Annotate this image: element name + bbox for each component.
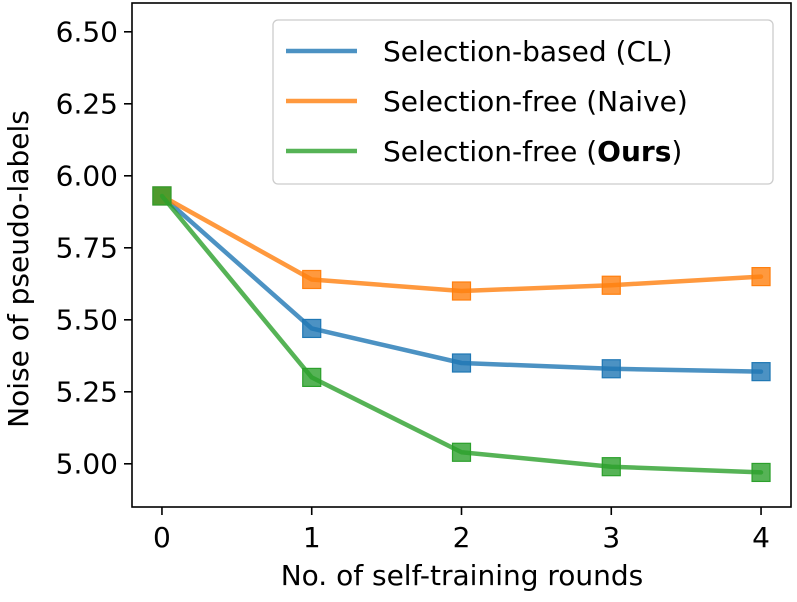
data-point [451, 442, 472, 462]
x-tick-label: 1 [303, 521, 321, 554]
data-point [601, 457, 621, 477]
y-tick-label: 6.00 [56, 159, 118, 192]
series-layer [152, 186, 771, 483]
data-point [152, 186, 172, 206]
x-axis-label: No. of self-training rounds [281, 559, 644, 592]
legend-label-text: Selection-free ( [383, 135, 597, 168]
legend: Selection-based (CL) Selection-free (Naiv… [272, 19, 774, 185]
y-axis-ticks: 5.00 5.25 5.50 5.75 6.00 6.25 6.50 [56, 15, 132, 480]
x-tick-label: 3 [602, 521, 620, 554]
legend-label-text: Selection-free (Naive) [383, 85, 688, 118]
x-tick-label: 0 [153, 521, 171, 554]
data-point [601, 359, 621, 379]
x-tick-label: 2 [453, 521, 471, 554]
y-tick-label: 6.50 [56, 15, 118, 48]
y-tick-label: 5.75 [56, 231, 118, 264]
data-point [751, 267, 771, 287]
y-tick-label: 5.25 [56, 375, 118, 408]
data-point [302, 318, 322, 339]
y-axis-label: Noise of pseudo-labels [2, 110, 35, 428]
data-point [302, 367, 322, 387]
data-point [751, 462, 771, 483]
legend-label: Selection-free (Naive) [383, 85, 688, 118]
data-point [601, 275, 621, 295]
y-tick-label: 5.50 [56, 303, 118, 336]
series-line [159, 193, 764, 475]
data-point [451, 281, 472, 301]
x-tick-label: 4 [752, 521, 770, 554]
legend-label: Selection-free (Ours) [383, 135, 682, 168]
y-tick-label: 6.25 [56, 87, 118, 120]
legend-label-emphasis: Ours [597, 135, 671, 168]
legend-box [272, 19, 774, 185]
series-0 [152, 186, 771, 382]
x-axis-ticks: 0 1 2 3 4 [153, 507, 770, 554]
data-point [451, 353, 472, 373]
legend-label-suffix: ) [671, 135, 682, 168]
series-1 [152, 186, 771, 301]
data-point [302, 269, 322, 290]
series-2 [152, 186, 771, 483]
legend-label: Selection-based (CL) [383, 35, 673, 68]
legend-label-text: Selection-based (CL) [383, 35, 673, 68]
data-point [751, 362, 771, 382]
y-tick-label: 5.00 [56, 447, 118, 480]
